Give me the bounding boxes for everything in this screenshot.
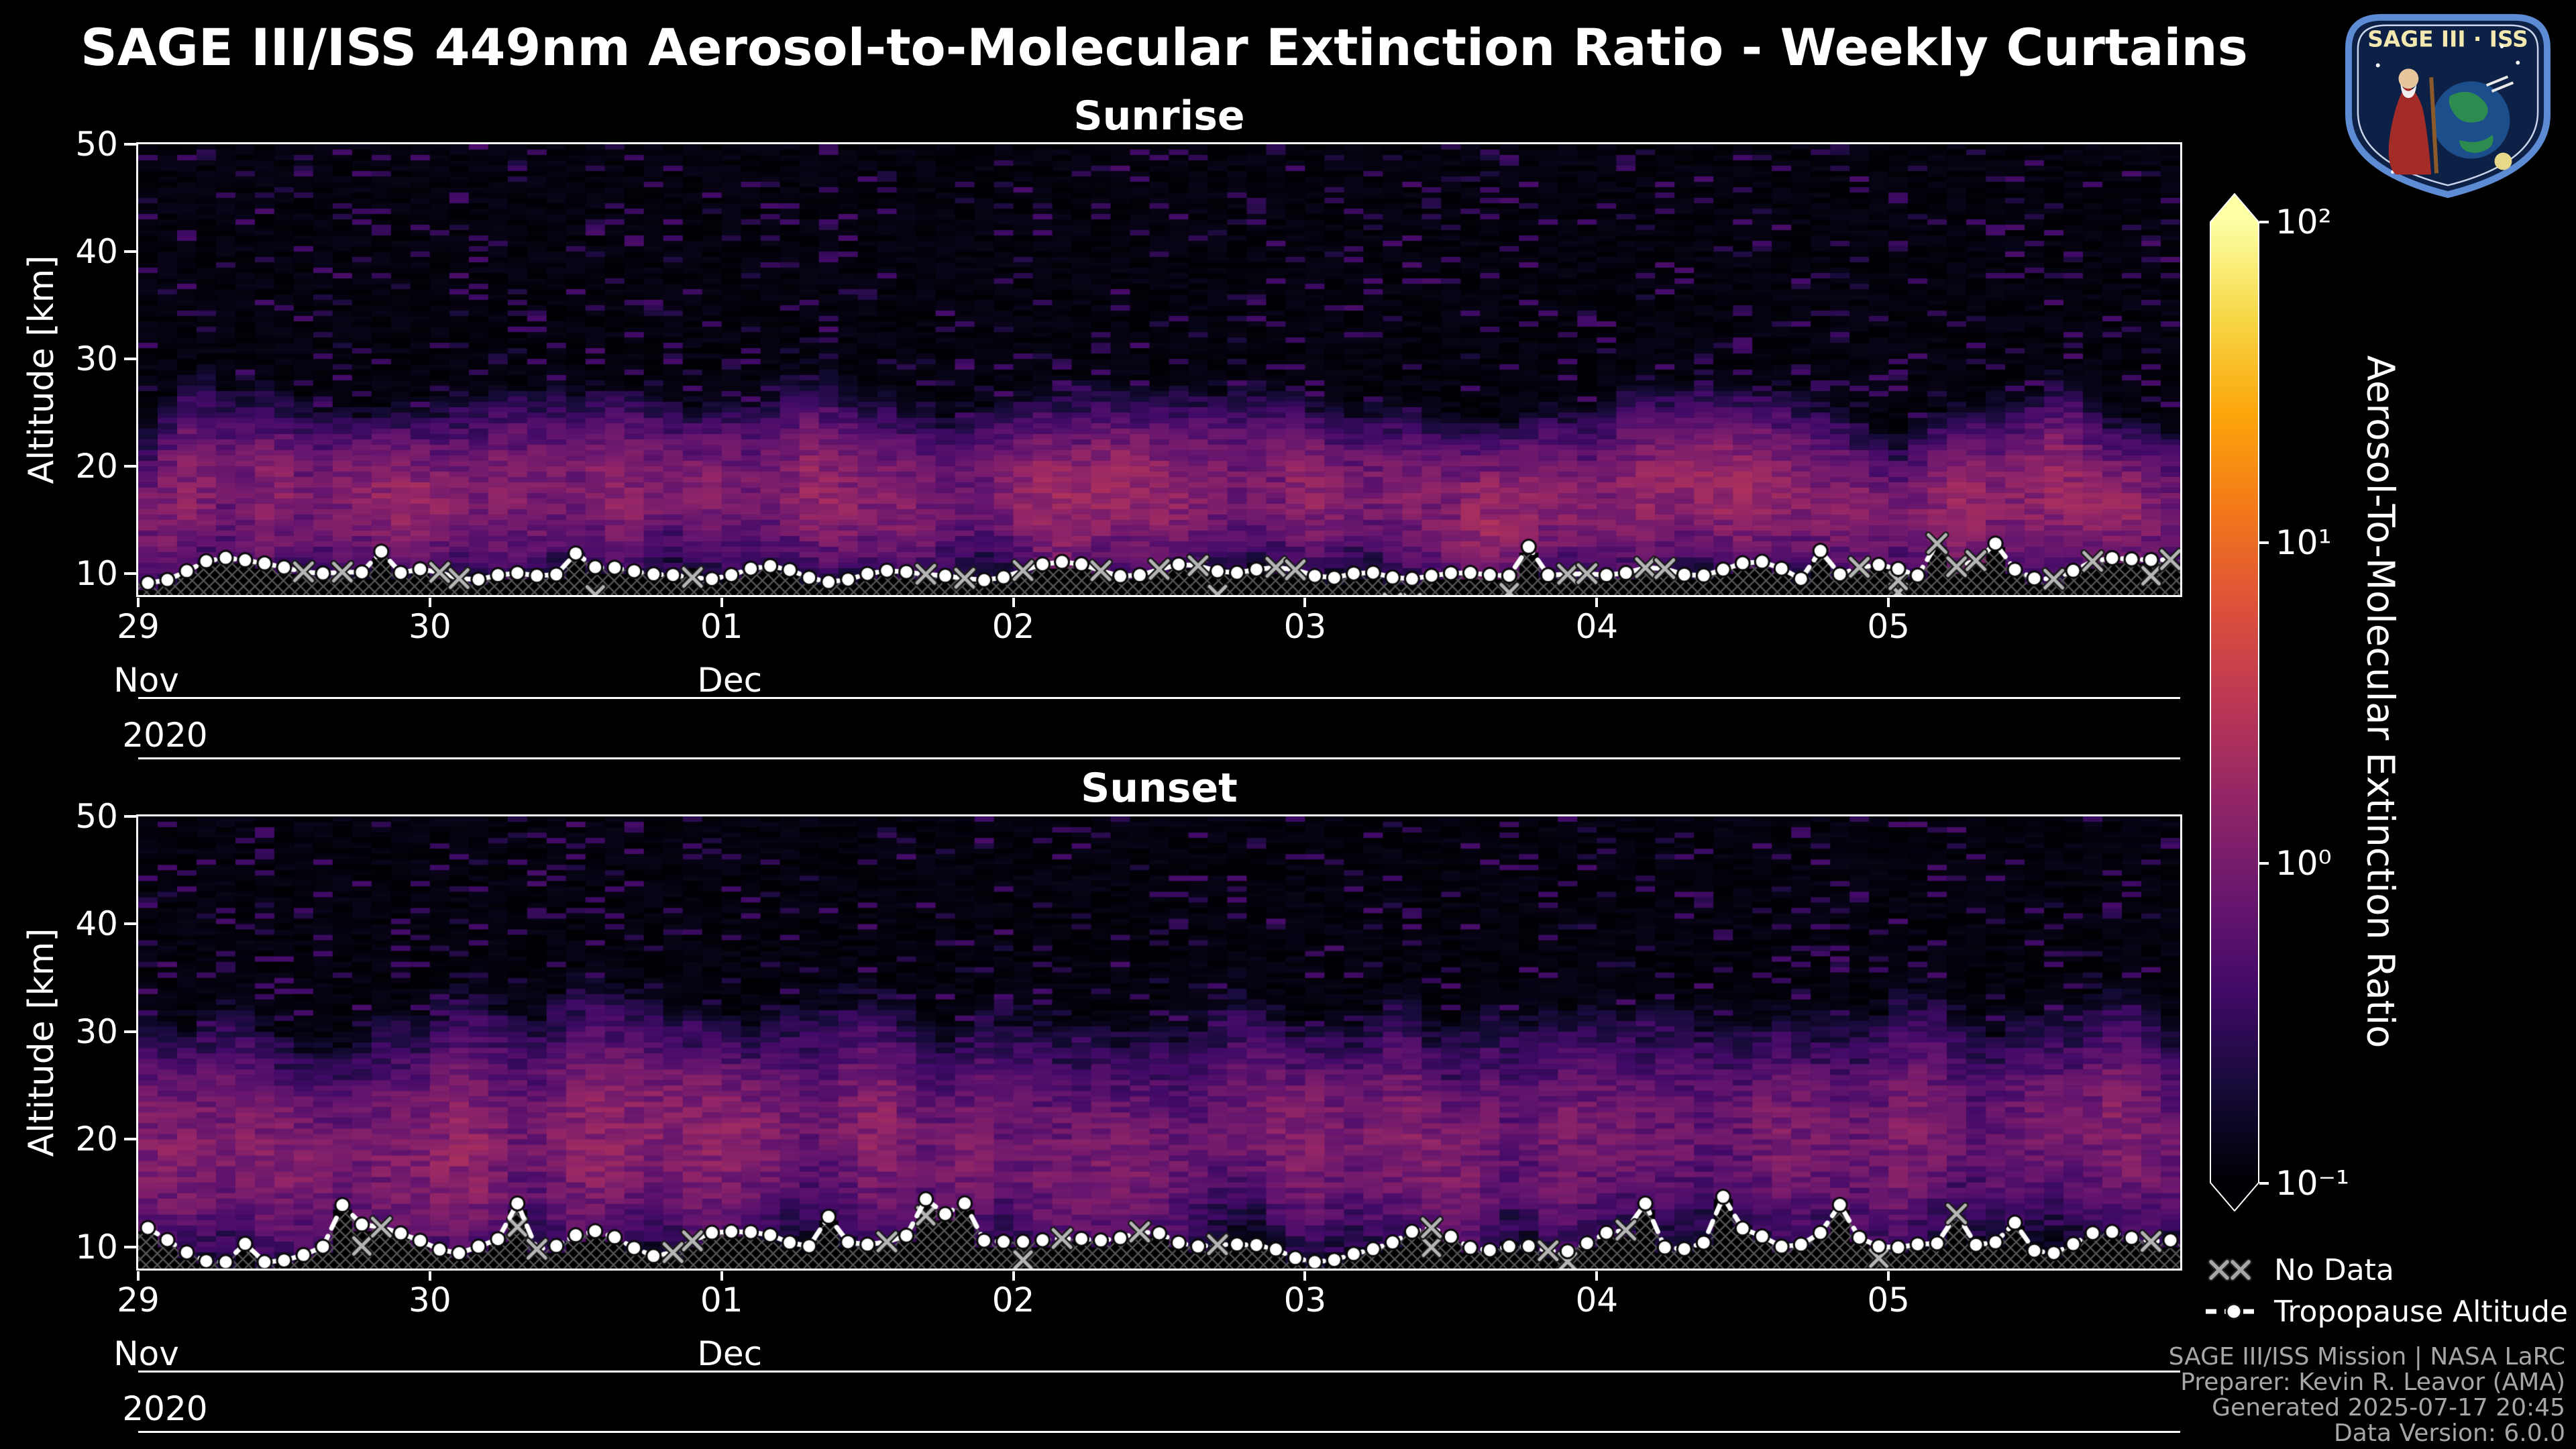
y-tick-mark bbox=[124, 250, 136, 253]
x-day-tick-label: 02 bbox=[991, 1281, 1035, 1320]
colorbar-tick-mark bbox=[2259, 541, 2269, 544]
colorbar-tick-mark bbox=[2259, 221, 2269, 223]
x-day-tick-label: 05 bbox=[1867, 607, 1910, 646]
y-tick-mark bbox=[124, 922, 136, 926]
legend-no-data-label: No Data bbox=[2274, 1252, 2394, 1287]
y-tick-mark bbox=[124, 1030, 136, 1033]
x-day-tick-mark bbox=[1303, 598, 1307, 607]
year-divider-line bbox=[138, 1431, 2180, 1433]
y-tick-label: 40 bbox=[75, 904, 118, 944]
x-day-tick-label: 05 bbox=[1867, 1281, 1910, 1320]
x-day-tick-mark bbox=[1595, 1271, 1599, 1281]
colorbar-tick-mark bbox=[2259, 862, 2269, 865]
legend-item-no-data: No Data bbox=[2204, 1249, 2568, 1291]
month-label: Nov bbox=[113, 661, 179, 700]
x-day-tick-mark bbox=[137, 598, 140, 607]
y-tick-label: 10 bbox=[75, 554, 118, 593]
x-day-tick-mark bbox=[428, 598, 431, 607]
x-day-tick-label: 03 bbox=[1283, 607, 1327, 646]
earth-land bbox=[2449, 91, 2488, 123]
footer-line-preparer: Preparer: Kevin R. Leavor (AMA) bbox=[2180, 1368, 2565, 1396]
colorbar-gradient-bar bbox=[2210, 193, 2259, 1212]
legend: No Data Tropopause Altitude bbox=[2204, 1249, 2568, 1332]
patch-inner-ring bbox=[2357, 24, 2539, 186]
wizard-staff bbox=[2429, 77, 2439, 174]
star-icons bbox=[2375, 45, 2520, 174]
colorbar bbox=[2210, 193, 2259, 1212]
y-tick-mark bbox=[124, 815, 136, 818]
colorbar-tick-mark bbox=[2259, 1182, 2269, 1185]
earth-land-2 bbox=[2459, 134, 2493, 153]
y-tick-mark bbox=[124, 143, 136, 146]
x-day-tick-mark bbox=[137, 1271, 140, 1281]
y-tick-mark bbox=[124, 465, 136, 468]
x-day-tick-label: 04 bbox=[1575, 607, 1619, 646]
y-tick-mark bbox=[124, 1138, 136, 1141]
x-day-tick-mark bbox=[720, 1271, 723, 1281]
x-day-tick-mark bbox=[1887, 1271, 1890, 1281]
year-label: 2020 bbox=[122, 1389, 208, 1428]
colorbar-tick-label: 10¹ bbox=[2275, 523, 2332, 562]
y-tick-label: 30 bbox=[75, 1012, 118, 1051]
x-day-tick-label: 30 bbox=[409, 1281, 451, 1320]
sunset-panel-title: Sunset bbox=[1081, 765, 1238, 812]
month-label: Dec bbox=[697, 1334, 763, 1373]
sunrise-panel-title: Sunrise bbox=[1073, 93, 1245, 140]
x-day-tick-label: 29 bbox=[117, 607, 160, 646]
month-divider-line bbox=[138, 1371, 2180, 1373]
y-tick-label: 50 bbox=[75, 797, 118, 836]
sunset-heatmap-canvas bbox=[136, 814, 2182, 1271]
y-tick-label: 10 bbox=[75, 1227, 118, 1267]
wizard-beard bbox=[2400, 83, 2417, 99]
x-day-tick-mark bbox=[428, 1271, 431, 1281]
x-day-tick-mark bbox=[1887, 598, 1890, 607]
colorbar-tick-label: 10⁰ bbox=[2275, 844, 2332, 883]
x-day-tick-mark bbox=[1303, 1271, 1307, 1281]
month-divider-line bbox=[138, 697, 2180, 699]
x-day-tick-label: 03 bbox=[1283, 1281, 1327, 1320]
x-day-tick-label: 01 bbox=[700, 607, 743, 646]
x-day-tick-label: 04 bbox=[1575, 1281, 1619, 1320]
x-day-tick-label: 29 bbox=[117, 1281, 160, 1320]
tropopause-marker-icon bbox=[2206, 1303, 2262, 1320]
no-data-marker-icon bbox=[2208, 1258, 2252, 1281]
colorbar-tick-label: 10² bbox=[2275, 203, 2332, 241]
footer-line-version: Data Version: 6.0.0 bbox=[2334, 1419, 2565, 1447]
legend-item-tropopause: Tropopause Altitude bbox=[2204, 1291, 2568, 1332]
footer-line-generated: Generated 2025-07-17 20:45 bbox=[2212, 1394, 2565, 1421]
wizard-head bbox=[2398, 68, 2419, 89]
y-tick-label: 30 bbox=[75, 339, 118, 378]
x-day-tick-mark bbox=[720, 598, 723, 607]
month-label: Nov bbox=[113, 1334, 179, 1373]
y-tick-label: 20 bbox=[75, 1120, 118, 1159]
y-tick-label: 20 bbox=[75, 447, 118, 486]
y-tick-mark bbox=[124, 572, 136, 575]
x-day-tick-mark bbox=[1012, 1271, 1015, 1281]
month-label: Dec bbox=[697, 661, 763, 700]
colorbar-tick-label: 10⁻¹ bbox=[2275, 1164, 2350, 1203]
colorbar-title: Aerosol-To-Molecular Extinction Ratio bbox=[2358, 355, 2402, 1049]
x-day-tick-mark bbox=[1012, 598, 1015, 607]
legend-tropopause-label: Tropopause Altitude bbox=[2274, 1294, 2569, 1329]
x-day-tick-label: 01 bbox=[700, 1281, 743, 1320]
year-label: 2020 bbox=[122, 716, 208, 755]
x-day-tick-mark bbox=[1595, 598, 1599, 607]
iss-icon bbox=[2485, 75, 2514, 93]
y-tick-mark bbox=[124, 1245, 136, 1248]
footer-line-mission: SAGE III/ISS Mission | NASA LaRC bbox=[2168, 1343, 2565, 1371]
wizard-robe bbox=[2388, 84, 2432, 175]
figure-title: SAGE III/ISS 449nm Aerosol-to-Molecular … bbox=[80, 17, 2248, 77]
y-tick-label: 40 bbox=[75, 232, 118, 271]
footer-credits: SAGE III/ISS Mission | NASA LaRC Prepare… bbox=[2169, 1344, 2565, 1446]
y-tick-label: 50 bbox=[75, 125, 118, 164]
x-day-tick-label: 30 bbox=[409, 607, 451, 646]
sage-iss-mission-patch: SAGE III · ISS bbox=[2345, 13, 2551, 199]
x-day-tick-label: 02 bbox=[991, 607, 1035, 646]
year-divider-line bbox=[138, 757, 2180, 759]
y-tick-mark bbox=[124, 358, 136, 360]
sunrise-heatmap-canvas bbox=[136, 142, 2182, 597]
moon-icon bbox=[2494, 152, 2512, 170]
